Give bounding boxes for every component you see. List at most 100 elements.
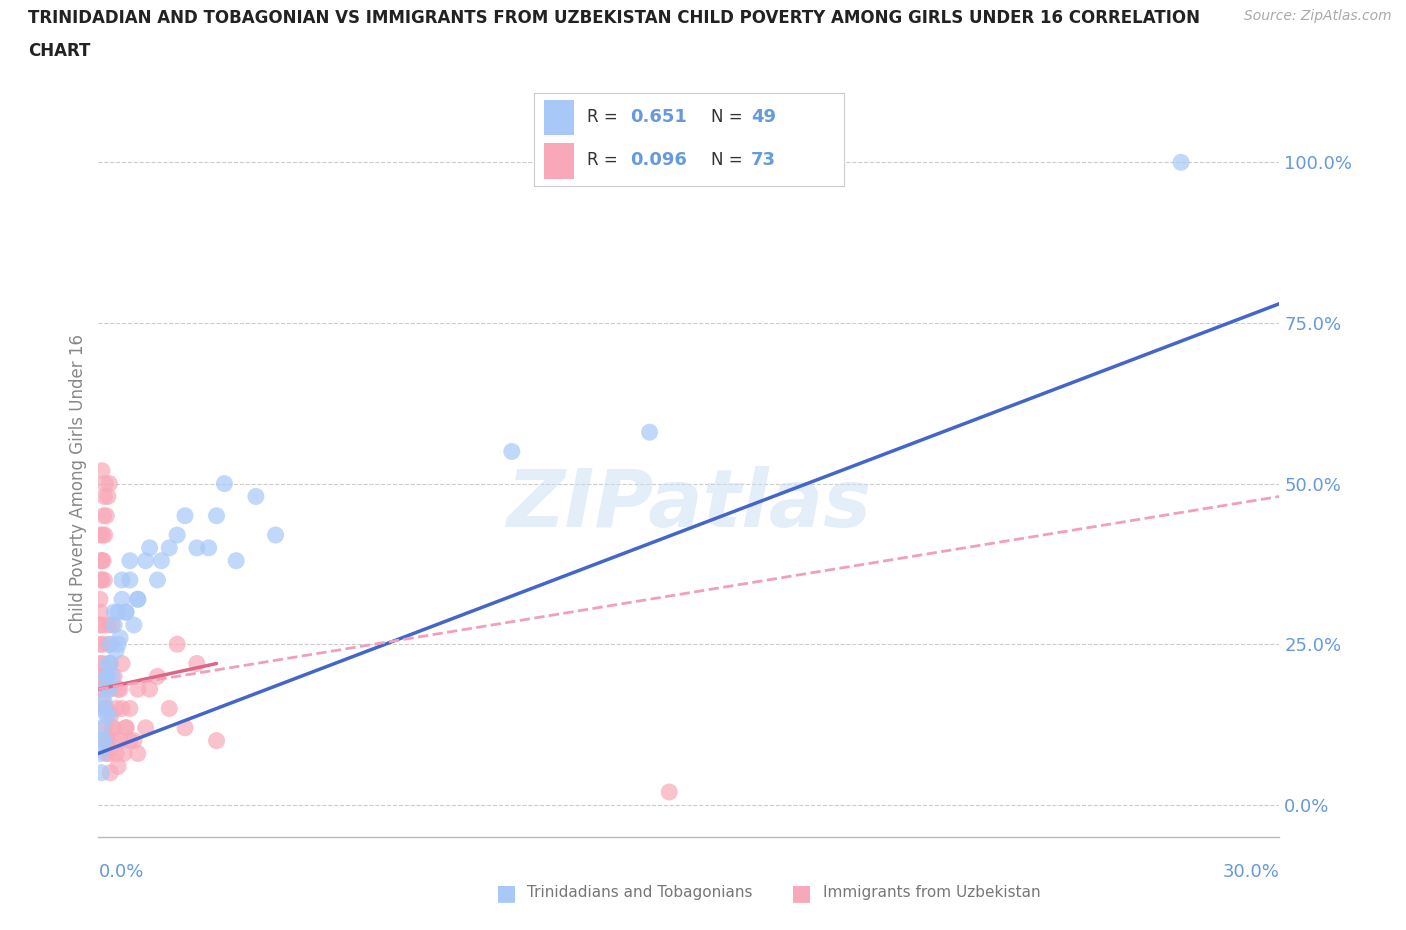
Text: N =: N =	[710, 151, 748, 169]
Point	[97, 656, 120, 671]
Text: 0.096: 0.096	[630, 151, 688, 169]
Point	[138, 540, 160, 555]
Point	[127, 591, 149, 606]
Point	[1170, 155, 1192, 170]
Point	[101, 721, 124, 736]
Point	[101, 669, 124, 684]
Point	[98, 656, 121, 671]
Point	[103, 669, 125, 684]
Text: R =: R =	[586, 151, 623, 169]
Point	[93, 573, 115, 588]
Point	[157, 701, 180, 716]
Point	[108, 682, 131, 697]
Point	[97, 746, 120, 761]
Point	[93, 721, 115, 736]
Point	[658, 785, 681, 800]
Text: 0.651: 0.651	[630, 108, 688, 126]
Text: 73: 73	[751, 151, 776, 169]
Point	[93, 733, 115, 748]
Point	[103, 733, 125, 748]
Point	[90, 573, 112, 588]
Point	[100, 708, 122, 723]
Point	[98, 765, 121, 780]
Point	[96, 669, 118, 684]
Point	[91, 637, 114, 652]
Point	[108, 631, 131, 645]
Point	[111, 591, 134, 606]
Point	[98, 637, 121, 652]
Point	[205, 509, 228, 524]
Point	[89, 682, 111, 697]
Point	[97, 618, 120, 632]
Point	[90, 618, 112, 632]
Point	[107, 759, 129, 774]
Text: ■: ■	[792, 883, 811, 903]
Point	[118, 573, 141, 588]
Point	[103, 618, 125, 632]
Point	[138, 682, 160, 697]
Point	[93, 509, 115, 524]
Point	[96, 708, 118, 723]
Point	[186, 540, 208, 555]
Point	[89, 637, 111, 652]
Point	[98, 682, 121, 697]
Point	[90, 669, 112, 684]
Point	[157, 540, 180, 555]
Point	[98, 656, 121, 671]
Bar	[544, 143, 575, 179]
Point	[89, 746, 111, 761]
Point	[93, 669, 115, 684]
Point	[186, 656, 208, 671]
Text: N =: N =	[710, 108, 748, 126]
Point	[122, 733, 145, 748]
Point	[90, 618, 112, 632]
Point	[93, 682, 115, 697]
Point	[90, 553, 112, 568]
Point	[93, 695, 115, 710]
Point	[264, 527, 287, 542]
Bar	[544, 100, 575, 135]
Point	[91, 527, 114, 542]
Point	[135, 553, 157, 568]
Point	[111, 656, 134, 671]
Text: 30.0%: 30.0%	[1223, 863, 1279, 881]
Point	[118, 553, 141, 568]
Point	[245, 489, 267, 504]
Point	[91, 701, 114, 716]
Text: ■: ■	[496, 883, 516, 903]
Point	[107, 682, 129, 697]
Point	[146, 573, 169, 588]
Point	[115, 604, 138, 619]
Point	[111, 573, 134, 588]
Point	[174, 509, 197, 524]
Point	[205, 733, 228, 748]
Point	[89, 527, 111, 542]
Point	[105, 644, 128, 658]
Point	[89, 591, 111, 606]
Point	[96, 509, 118, 524]
Point	[97, 708, 120, 723]
Text: CHART: CHART	[28, 42, 90, 60]
Point	[225, 553, 247, 568]
Point	[93, 489, 115, 504]
Text: Immigrants from Uzbekistan: Immigrants from Uzbekistan	[823, 885, 1040, 900]
Point	[96, 669, 118, 684]
Point	[91, 695, 114, 710]
Point	[96, 746, 118, 761]
Point	[91, 656, 114, 671]
Point	[94, 733, 117, 748]
Point	[89, 656, 111, 671]
Point	[111, 701, 134, 716]
Point	[115, 604, 138, 619]
Point	[91, 553, 114, 568]
Point	[107, 637, 129, 652]
Point	[127, 682, 149, 697]
Point	[103, 604, 125, 619]
Point	[105, 746, 128, 761]
Point	[127, 746, 149, 761]
Text: Source: ZipAtlas.com: Source: ZipAtlas.com	[1244, 9, 1392, 23]
Point	[108, 733, 131, 748]
Point	[94, 682, 117, 697]
Text: 0.0%: 0.0%	[98, 863, 143, 881]
Point	[115, 721, 138, 736]
